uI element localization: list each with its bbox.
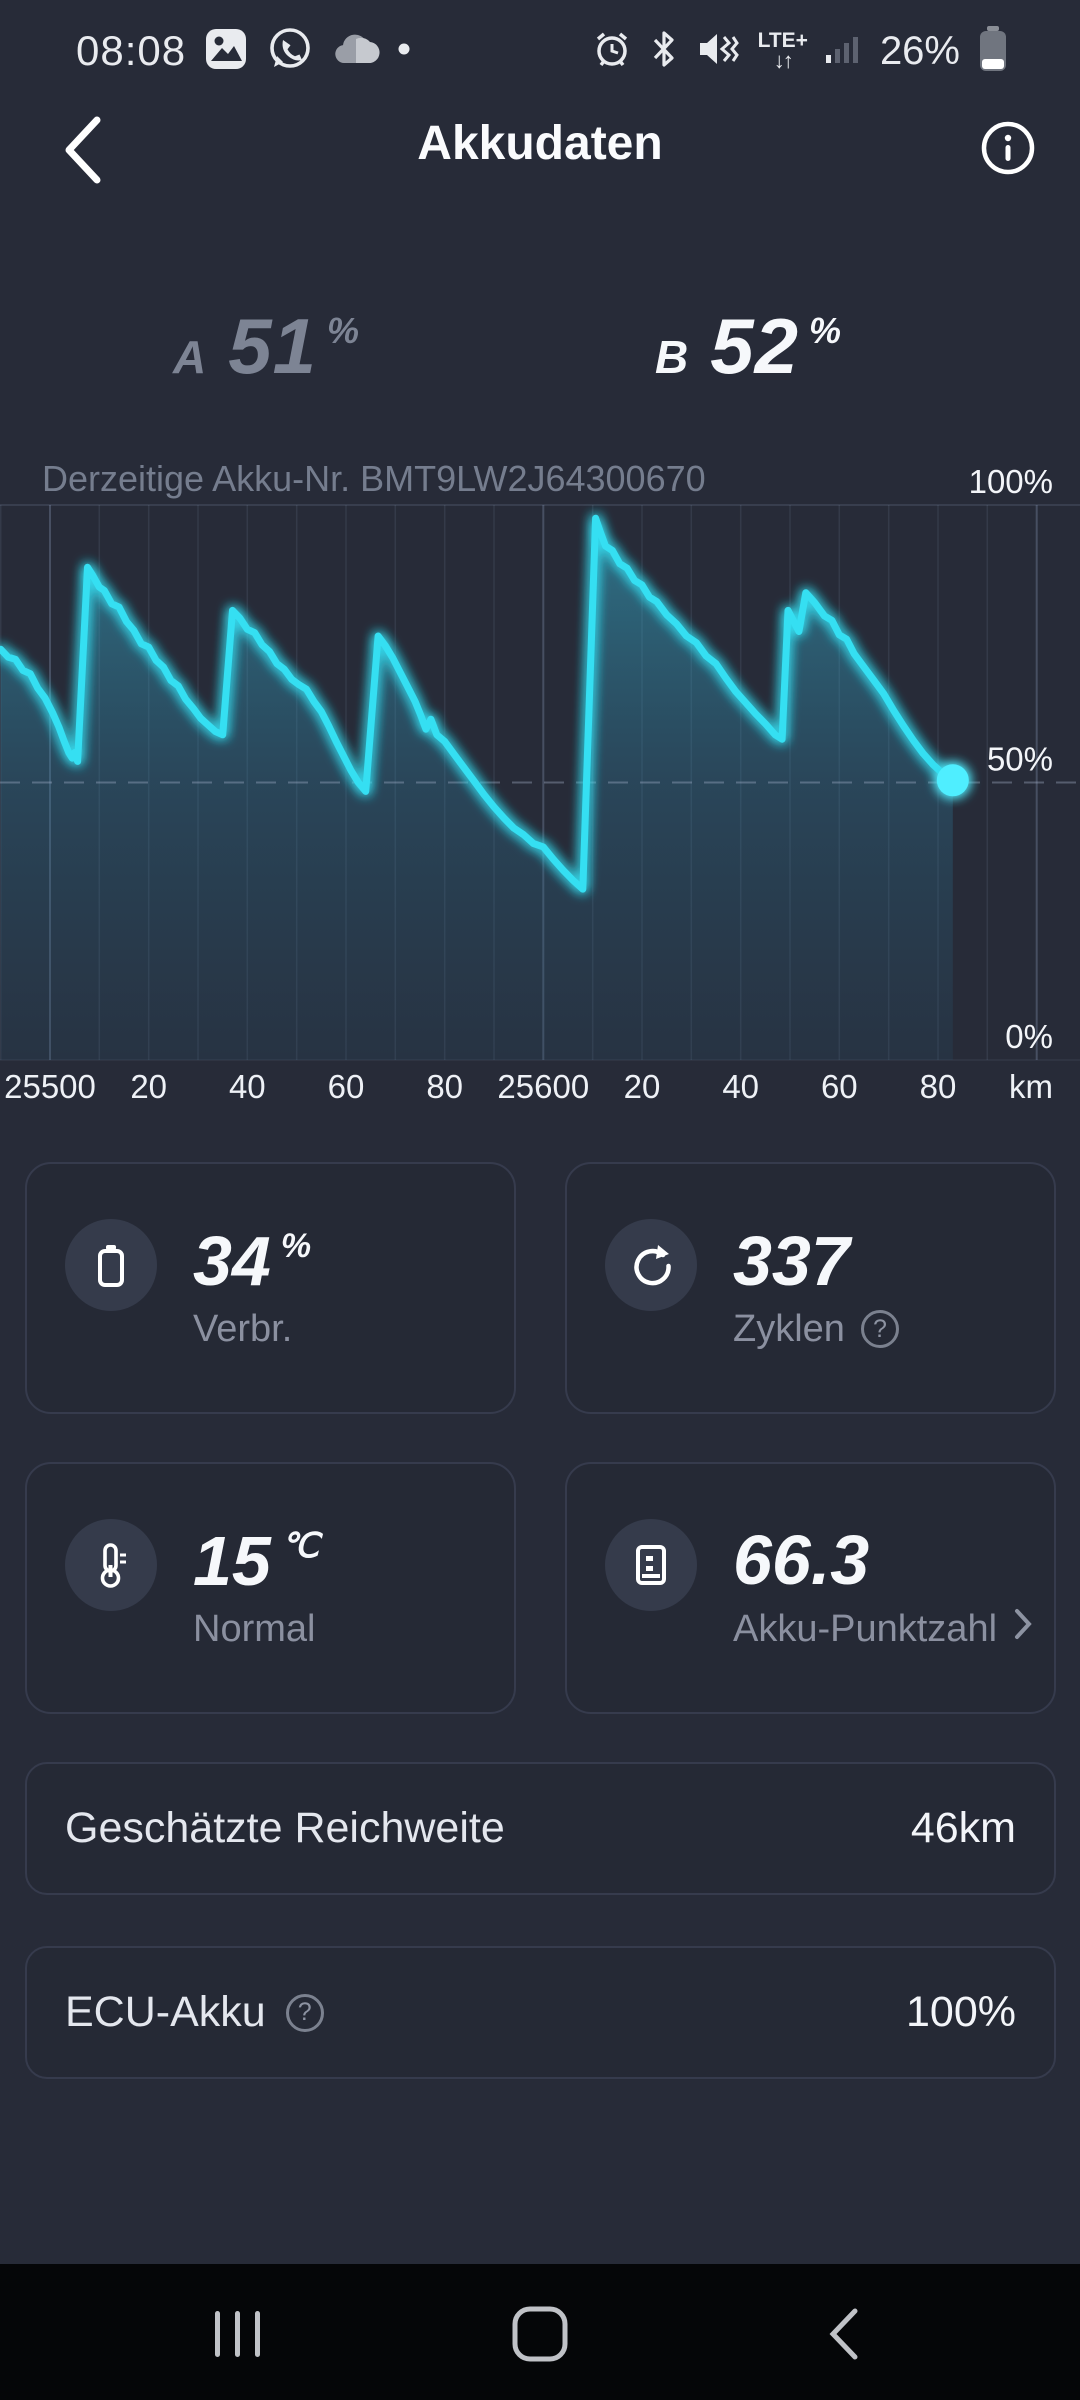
battery-a-value: 51 — [228, 302, 317, 390]
tab-battery-a[interactable]: A 51 % — [173, 307, 359, 385]
bluetooth-icon — [650, 28, 678, 75]
mute-icon — [696, 29, 740, 74]
card-temperature: 15 ℃ Normal — [25, 1462, 516, 1714]
status-bar-right: LTE+ ↓↑ 26% — [592, 25, 1008, 78]
svg-text:60: 60 — [328, 1068, 365, 1105]
battery-a-unit: % — [327, 310, 360, 351]
ecu-battery-value: 100% — [906, 1988, 1016, 2036]
card-cycles: 337 Zyklen ? — [565, 1162, 1056, 1414]
ecu-help-icon[interactable]: ? — [285, 1993, 324, 2032]
lte-arrows-icon: ↓↑ — [773, 47, 794, 73]
battery-consumption-icon — [65, 1219, 157, 1311]
status-bar-left: 08:08 — [76, 25, 410, 78]
signal-icon — [825, 34, 862, 69]
consumption-unit: % — [280, 1226, 312, 1265]
row-estimated-range: Geschätzte Reichweite 46km — [25, 1762, 1056, 1895]
consumption-label: Verbr. — [193, 1307, 293, 1350]
card-consumption-body: 34 % Verbr. — [193, 1226, 311, 1351]
svg-text:20: 20 — [130, 1068, 167, 1105]
tab-battery-b[interactable]: B 52 % — [655, 307, 841, 385]
cycles-label: Zyklen — [733, 1307, 845, 1350]
score-value-row: 66.3 — [733, 1525, 1033, 1595]
temperature-value-row: 15 ℃ — [193, 1526, 319, 1596]
ecu-battery-label: ECU-Akku ? — [65, 1988, 324, 2037]
nav-back-button[interactable] — [800, 2300, 886, 2368]
cycles-icon — [605, 1219, 697, 1311]
card-cycles-body: 337 Zyklen ? — [733, 1226, 899, 1351]
cloud-icon — [332, 33, 380, 70]
lte-indicator: LTE+ ↓↑ — [757, 28, 808, 73]
home-button[interactable] — [497, 2300, 583, 2368]
card-consumption: 34 % Verbr. — [25, 1162, 516, 1414]
battery-history-chart[interactable]: 25500 20 40 60 80 25600 20 40 60 80 km 100% 50% 0% — [0, 430, 1080, 1110]
battery-a-label: A — [173, 331, 209, 383]
score-value: 66.3 — [733, 1521, 870, 1599]
temperature-icon — [65, 1519, 157, 1611]
battery-b-value: 52 — [710, 302, 799, 390]
card-battery-score[interactable]: 66.3 Akku-Punktzahl — [565, 1462, 1056, 1714]
ecu-battery-label-text: ECU-Akku — [65, 1988, 266, 2036]
cycles-help-icon[interactable]: ? — [860, 1310, 899, 1348]
temperature-label: Normal — [193, 1607, 316, 1650]
android-nav-bar — [0, 2264, 1080, 2400]
gallery-icon — [204, 27, 248, 76]
status-bar: 08:08 LTE+ — [0, 0, 1080, 88]
score-label: Akku-Punktzahl — [733, 1607, 998, 1650]
svg-text:20: 20 — [624, 1068, 661, 1105]
recents-button[interactable] — [194, 2300, 280, 2368]
clock: 08:08 — [76, 27, 187, 74]
page-title: Akkudaten — [417, 117, 663, 170]
cycles-value: 337 — [733, 1221, 850, 1300]
svg-text:25600: 25600 — [497, 1068, 589, 1105]
battery-b-unit: % — [809, 310, 842, 351]
info-button[interactable] — [976, 116, 1040, 180]
lte-label: LTE+ — [757, 28, 808, 52]
svg-text:100%: 100% — [969, 463, 1053, 500]
svg-text:25500: 25500 — [4, 1068, 96, 1105]
notification-dot — [398, 42, 410, 60]
card-temperature-body: 15 ℃ Normal — [193, 1526, 319, 1651]
svg-text:50%: 50% — [987, 741, 1053, 778]
battery-b-label: B — [655, 331, 691, 383]
cycles-value-row: 337 — [733, 1226, 899, 1296]
row-ecu-battery: ECU-Akku ? 100% — [25, 1946, 1056, 2079]
svg-text:km: km — [1009, 1068, 1053, 1105]
svg-text:40: 40 — [229, 1068, 266, 1105]
consumption-value-row: 34 % — [193, 1226, 311, 1296]
temperature-unit: ℃ — [280, 1526, 320, 1565]
svg-text:60: 60 — [821, 1068, 858, 1105]
estimated-range-label: Geschätzte Reichweite — [65, 1804, 505, 1852]
svg-text:0%: 0% — [1005, 1018, 1053, 1055]
temperature-value: 15 — [193, 1521, 271, 1600]
card-score-body: 66.3 Akku-Punktzahl — [733, 1525, 1033, 1651]
svg-text:40: 40 — [722, 1068, 759, 1105]
svg-text:80: 80 — [920, 1068, 957, 1105]
chevron-right-icon — [1013, 1607, 1033, 1651]
score-icon — [605, 1519, 697, 1611]
consumption-value: 34 — [193, 1221, 271, 1300]
whatsapp-icon — [266, 25, 314, 78]
svg-text:80: 80 — [426, 1068, 463, 1105]
back-button[interactable] — [44, 110, 120, 190]
estimated-range-value: 46km — [910, 1804, 1016, 1852]
alarm-icon — [592, 29, 632, 74]
battery-percent-text: 26% — [879, 28, 960, 73]
battery-icon — [978, 25, 1008, 78]
